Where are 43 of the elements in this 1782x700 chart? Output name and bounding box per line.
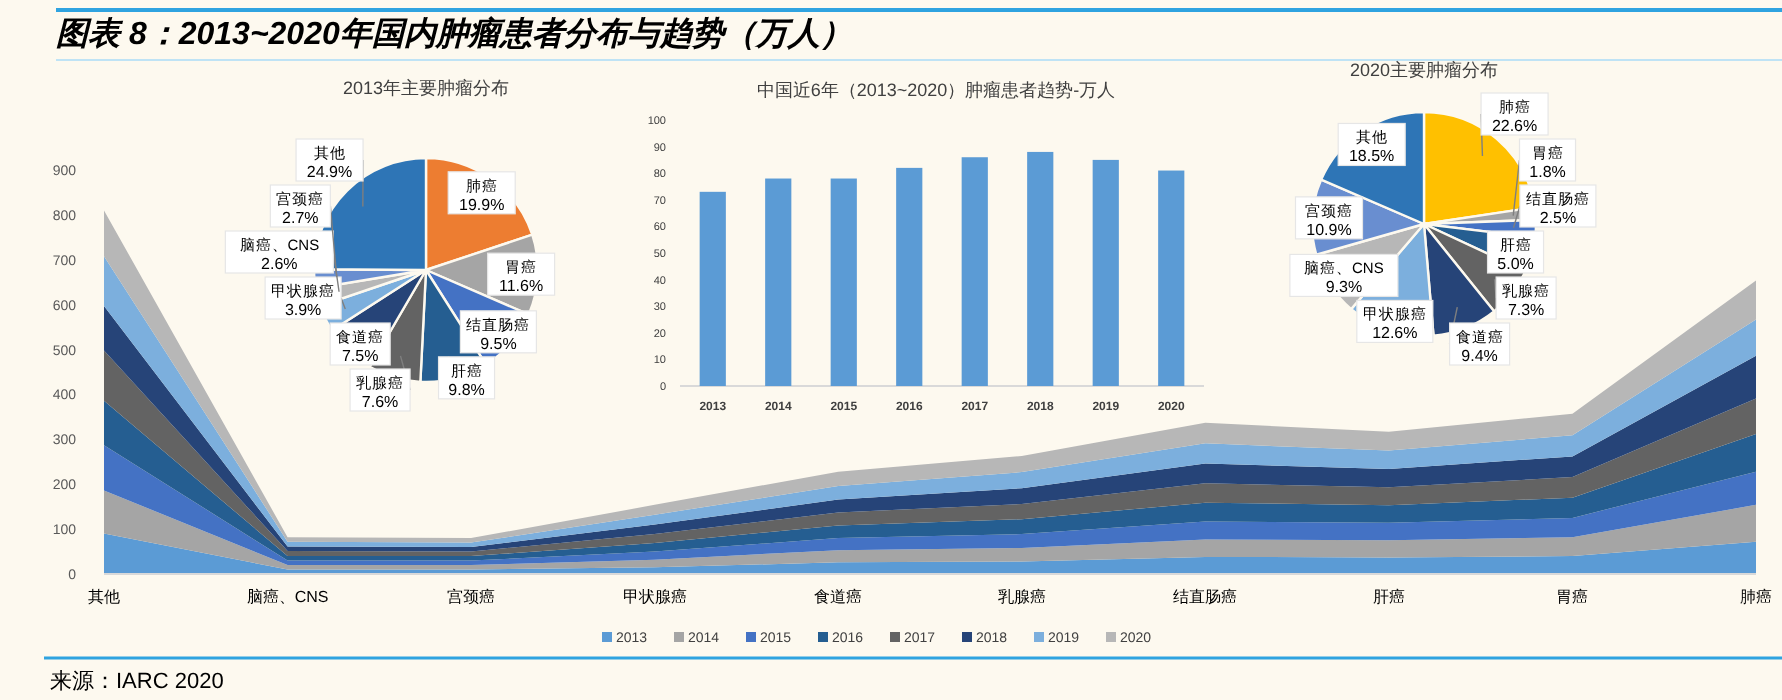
- x-tick-label: 肝癌: [1372, 588, 1405, 606]
- chart-title: 中国近6年（2013~2020）肿瘤患者趋势-万人: [756, 80, 1116, 100]
- bar: [1027, 151, 1054, 386]
- x-tick-label: 食道癌: [814, 588, 863, 606]
- bar: [1158, 170, 1185, 386]
- data-label: 24.9%: [306, 163, 353, 181]
- data-label: 1.8%: [1529, 163, 1566, 181]
- data-label: 22.6%: [1491, 117, 1538, 135]
- data-label: 7.5%: [341, 347, 379, 365]
- x-tick-label: 结直肠癌: [1173, 588, 1238, 606]
- data-label: 2.6%: [261, 255, 298, 273]
- data-label: 9.8%: [448, 380, 485, 399]
- bar: [1092, 159, 1119, 386]
- chart-title: 2020主要肿瘤分布: [1349, 60, 1499, 80]
- data-label: 10.9%: [1306, 220, 1352, 239]
- bar: [896, 167, 923, 386]
- data-label: 9.5%: [480, 334, 517, 353]
- data-label: 3.9%: [284, 301, 322, 319]
- data-label: 9.3%: [1325, 278, 1363, 297]
- x-tick-label: 宫颈癌: [447, 588, 496, 606]
- data-label: 2.7%: [282, 209, 319, 227]
- data-label: 11.6%: [499, 277, 544, 296]
- bar: [830, 178, 857, 386]
- data-label: 12.6%: [1372, 324, 1418, 343]
- bar: [699, 191, 726, 386]
- x-tick-label: 其他: [88, 588, 120, 606]
- data-label: 9.4%: [1461, 347, 1498, 365]
- x-tick-label: 脑癌、CNS: [246, 588, 329, 606]
- bar: [961, 157, 988, 386]
- data-label: 19.9%: [459, 195, 505, 214]
- data-label: 2.5%: [1539, 209, 1577, 227]
- x-tick-label: 乳腺癌: [997, 588, 1046, 606]
- bar: [765, 178, 792, 386]
- data-label: 5.0%: [1497, 255, 1534, 273]
- chart-title: 2013年主要肿瘤分布: [342, 78, 510, 98]
- x-tick-label: 肺癌: [1740, 588, 1772, 606]
- x-tick-label: 胃癌: [1556, 588, 1589, 606]
- source-note: 来源：IARC 2020: [50, 668, 224, 694]
- data-label: 18.5%: [1349, 147, 1395, 166]
- x-tick-label: 甲状腺癌: [622, 588, 687, 606]
- chart-title: 图表 8：2013~2020年国内肿瘤患者分布与趋势（万人）: [56, 16, 852, 52]
- data-label: 7.6%: [361, 393, 399, 411]
- data-label: 7.3%: [1507, 301, 1545, 319]
